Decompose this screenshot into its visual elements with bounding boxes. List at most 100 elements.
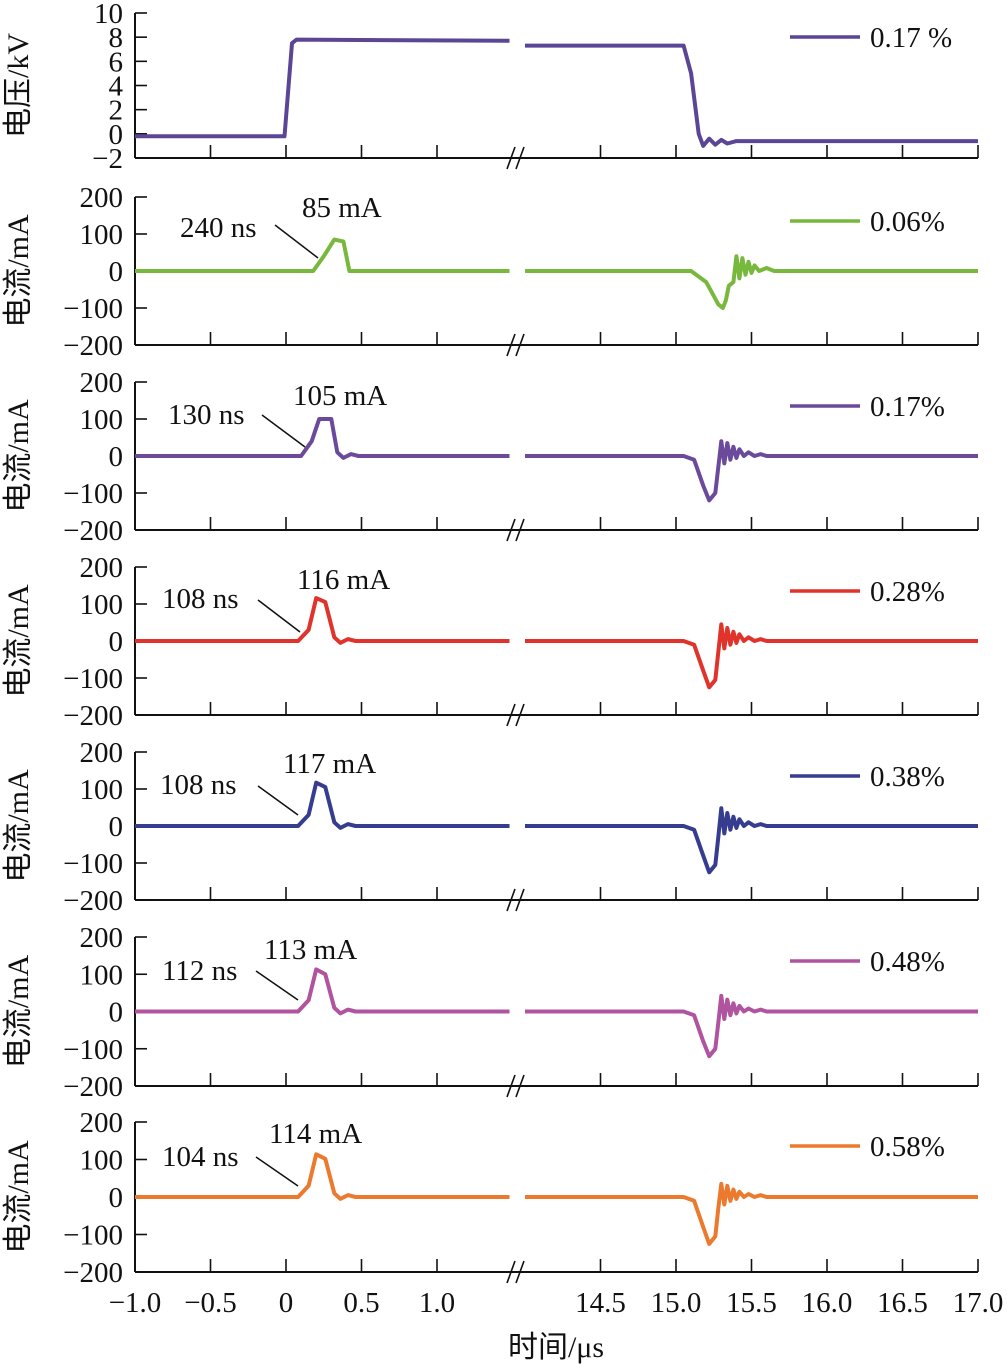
x-tick-label: 0.5 bbox=[343, 1287, 379, 1319]
x-tick-label: −0.5 bbox=[184, 1287, 237, 1319]
y-tick-label: −100 bbox=[63, 848, 123, 880]
annotation-leader-line bbox=[274, 224, 319, 259]
y-tick-label: −200 bbox=[63, 1257, 123, 1289]
axis-break-mark bbox=[506, 333, 516, 357]
y-tick-label: −200 bbox=[63, 700, 123, 732]
y-tick-label: 100 bbox=[80, 959, 124, 991]
y-tick-label: −200 bbox=[63, 330, 123, 362]
y-tick-label: 100 bbox=[80, 219, 124, 251]
axis-break-mark bbox=[506, 888, 516, 912]
y-axis-label: 电流/mA bbox=[2, 769, 35, 883]
legend-label: 0.38% bbox=[870, 761, 945, 793]
x-tick-label: 0 bbox=[279, 1287, 294, 1319]
x-tick-label: 1.0 bbox=[419, 1287, 455, 1319]
y-tick-label: 100 bbox=[80, 1145, 124, 1177]
peak-annotation: 85 mA bbox=[302, 192, 382, 224]
peak-annotation: 116 mA bbox=[297, 564, 390, 596]
axis-break-mark bbox=[515, 1074, 525, 1098]
delay-annotation: 108 ns bbox=[160, 769, 237, 801]
y-tick-label: −100 bbox=[63, 1220, 123, 1252]
x-tick-label: 16.0 bbox=[802, 1287, 853, 1319]
series-line-right bbox=[525, 993, 978, 1059]
y-tick-label: 100 bbox=[80, 774, 124, 806]
y-tick-label: 0 bbox=[109, 1182, 124, 1214]
series-line-right bbox=[525, 622, 978, 690]
series-line-right bbox=[525, 439, 978, 503]
y-tick-label: 100 bbox=[80, 589, 124, 621]
y-tick-label: 100 bbox=[80, 404, 124, 436]
axis-break-mark bbox=[506, 703, 516, 727]
series-line-left bbox=[135, 37, 510, 139]
y-tick-label: 0 bbox=[109, 626, 124, 658]
y-tick-label: 0 bbox=[109, 811, 124, 843]
delay-annotation: 108 ns bbox=[162, 583, 239, 615]
y-tick-label: −200 bbox=[63, 515, 123, 547]
y-tick-label: −200 bbox=[63, 885, 123, 917]
x-tick-label: 15.5 bbox=[726, 1287, 777, 1319]
y-tick-label: 6 bbox=[109, 46, 124, 78]
peak-annotation: 117 mA bbox=[283, 748, 376, 780]
legend-label: 0.28% bbox=[870, 576, 945, 608]
series-line-right bbox=[525, 806, 978, 875]
x-tick-label: 16.5 bbox=[877, 1287, 928, 1319]
peak-annotation: 105 mA bbox=[293, 380, 387, 412]
annotation-leader-line bbox=[257, 785, 299, 816]
series-line-left bbox=[135, 780, 510, 830]
annotation-leader-line bbox=[261, 414, 306, 448]
y-tick-label: 0 bbox=[109, 997, 124, 1029]
y-tick-label: 0 bbox=[109, 441, 124, 473]
y-tick-label: −100 bbox=[63, 293, 123, 325]
y-tick-label: 10 bbox=[94, 0, 123, 30]
delay-annotation: 112 ns bbox=[162, 955, 237, 987]
y-tick-label: −100 bbox=[63, 663, 123, 695]
x-tick-label: 14.5 bbox=[575, 1287, 626, 1319]
y-tick-label: 8 bbox=[109, 22, 124, 54]
axis-break-mark bbox=[506, 1260, 516, 1284]
y-tick-label: 200 bbox=[80, 1107, 124, 1139]
y-tick-label: −100 bbox=[63, 478, 123, 510]
delay-annotation: 130 ns bbox=[168, 399, 245, 431]
axis-break-mark bbox=[515, 703, 525, 727]
series-line-right bbox=[525, 43, 978, 148]
y-tick-label: −200 bbox=[63, 1071, 123, 1103]
legend-label: 0.06% bbox=[870, 206, 945, 238]
series-line-left bbox=[135, 237, 510, 273]
y-axis-label: 电流/mA bbox=[2, 214, 35, 328]
axis-break-mark bbox=[506, 146, 516, 170]
y-tick-label: 4 bbox=[109, 71, 124, 103]
y-tick-label: 200 bbox=[80, 367, 124, 399]
y-axis-label: 电流/mA bbox=[2, 1140, 35, 1254]
y-tick-label: 200 bbox=[80, 737, 124, 769]
legend-label: 0.17% bbox=[870, 391, 945, 423]
x-tick-label: 17.0 bbox=[953, 1287, 1004, 1319]
series-line-right bbox=[525, 254, 978, 310]
axis-break-mark bbox=[515, 518, 525, 542]
y-tick-label: 0 bbox=[109, 119, 124, 151]
legend-label: 0.48% bbox=[870, 946, 945, 978]
delay-annotation: 104 ns bbox=[162, 1141, 239, 1173]
y-axis-label: 电流/mA bbox=[2, 584, 35, 698]
y-tick-label: 200 bbox=[80, 552, 124, 584]
x-tick-label: 15.0 bbox=[651, 1287, 702, 1319]
annotation-leader-line bbox=[255, 970, 299, 1001]
y-tick-label: 200 bbox=[80, 922, 124, 954]
x-axis-label: 时间/μs bbox=[508, 1331, 604, 1364]
axis-break-mark bbox=[506, 518, 516, 542]
series-line-left bbox=[135, 1152, 510, 1201]
x-tick-label: −1.0 bbox=[109, 1287, 162, 1319]
series-line-left bbox=[135, 417, 510, 460]
axis-break-mark bbox=[506, 1074, 516, 1098]
series-line-right bbox=[525, 1181, 978, 1246]
peak-annotation: 114 mA bbox=[269, 1118, 362, 1150]
series-line-left bbox=[135, 596, 510, 645]
annotation-leader-line bbox=[257, 599, 301, 633]
y-tick-label: −2 bbox=[92, 143, 123, 175]
axis-break-mark bbox=[515, 146, 525, 170]
peak-annotation: 113 mA bbox=[264, 934, 357, 966]
axis-break-mark bbox=[515, 333, 525, 357]
delay-annotation: 240 ns bbox=[180, 212, 257, 244]
y-axis-label: 电流/mA bbox=[2, 955, 35, 1069]
y-tick-label: −100 bbox=[63, 1034, 123, 1066]
legend-label: 0.58% bbox=[870, 1131, 945, 1163]
